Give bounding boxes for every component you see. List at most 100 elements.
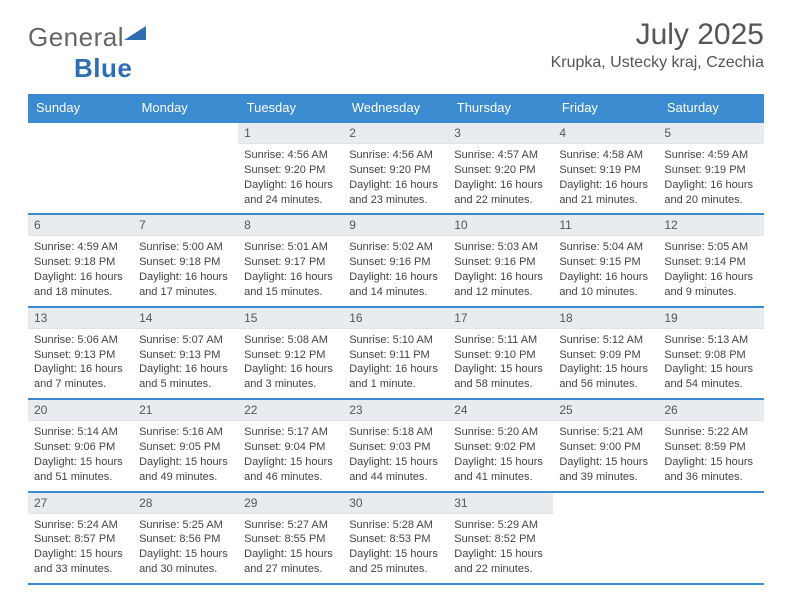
day-body: Sunrise: 5:08 AMSunset: 9:12 PMDaylight:…	[238, 329, 343, 398]
calendar-day-cell: 5Sunrise: 4:59 AMSunset: 9:19 PMDaylight…	[658, 122, 763, 214]
sunset-text: Sunset: 9:18 PM	[139, 255, 232, 270]
day-body: Sunrise: 4:56 AMSunset: 9:20 PMDaylight:…	[343, 144, 448, 213]
day-body: Sunrise: 5:17 AMSunset: 9:04 PMDaylight:…	[238, 421, 343, 490]
sunset-text: Sunset: 9:13 PM	[34, 348, 127, 363]
sunrise-text: Sunrise: 5:27 AM	[244, 518, 337, 533]
daylight-text: Daylight: 15 hours and 39 minutes.	[559, 455, 652, 485]
daylight-text: Daylight: 15 hours and 25 minutes.	[349, 547, 442, 577]
day-number: 21	[133, 400, 238, 421]
day-body: Sunrise: 4:57 AMSunset: 9:20 PMDaylight:…	[448, 144, 553, 213]
sunset-text: Sunset: 9:16 PM	[454, 255, 547, 270]
sunset-text: Sunset: 9:06 PM	[34, 440, 127, 455]
day-number: 30	[343, 493, 448, 514]
daylight-text: Daylight: 15 hours and 36 minutes.	[664, 455, 757, 485]
sunrise-text: Sunrise: 5:07 AM	[139, 333, 232, 348]
calendar-week-row: 20Sunrise: 5:14 AMSunset: 9:06 PMDayligh…	[28, 399, 764, 491]
daylight-text: Daylight: 15 hours and 56 minutes.	[559, 362, 652, 392]
daylight-text: Daylight: 16 hours and 7 minutes.	[34, 362, 127, 392]
daylight-text: Daylight: 15 hours and 27 minutes.	[244, 547, 337, 577]
daylight-text: Daylight: 16 hours and 3 minutes.	[244, 362, 337, 392]
sunrise-text: Sunrise: 4:57 AM	[454, 148, 547, 163]
sunset-text: Sunset: 8:56 PM	[139, 532, 232, 547]
sunset-text: Sunset: 9:13 PM	[139, 348, 232, 363]
calendar-day-cell: 20Sunrise: 5:14 AMSunset: 9:06 PMDayligh…	[28, 399, 133, 491]
calendar-day-cell	[553, 492, 658, 584]
day-number: 8	[238, 215, 343, 236]
day-body: Sunrise: 5:13 AMSunset: 9:08 PMDaylight:…	[658, 329, 763, 398]
sunset-text: Sunset: 9:02 PM	[454, 440, 547, 455]
sunrise-text: Sunrise: 5:17 AM	[244, 425, 337, 440]
daylight-text: Daylight: 16 hours and 21 minutes.	[559, 178, 652, 208]
day-number: 14	[133, 308, 238, 329]
day-body: Sunrise: 5:20 AMSunset: 9:02 PMDaylight:…	[448, 421, 553, 490]
calendar-day-cell: 27Sunrise: 5:24 AMSunset: 8:57 PMDayligh…	[28, 492, 133, 584]
weekday-header: Sunday	[28, 94, 133, 122]
sunrise-text: Sunrise: 5:25 AM	[139, 518, 232, 533]
calendar-day-cell: 19Sunrise: 5:13 AMSunset: 9:08 PMDayligh…	[658, 307, 763, 399]
calendar-week-row: 27Sunrise: 5:24 AMSunset: 8:57 PMDayligh…	[28, 492, 764, 584]
calendar-day-cell	[133, 122, 238, 214]
calendar-day-cell	[658, 492, 763, 584]
sunrise-text: Sunrise: 4:58 AM	[559, 148, 652, 163]
sunrise-text: Sunrise: 5:22 AM	[664, 425, 757, 440]
daylight-text: Daylight: 16 hours and 12 minutes.	[454, 270, 547, 300]
day-body: Sunrise: 4:59 AMSunset: 9:19 PMDaylight:…	[658, 144, 763, 213]
weekday-header: Tuesday	[238, 94, 343, 122]
day-number: 27	[28, 493, 133, 514]
day-body: Sunrise: 5:10 AMSunset: 9:11 PMDaylight:…	[343, 329, 448, 398]
daylight-text: Daylight: 16 hours and 24 minutes.	[244, 178, 337, 208]
calendar-day-cell: 4 Sunrise: 4:58 AMSunset: 9:19 PMDaylight…	[553, 122, 658, 214]
day-body: Sunrise: 5:25 AMSunset: 8:56 PMDaylight:…	[133, 514, 238, 583]
day-number: 29	[238, 493, 343, 514]
day-number: 31	[448, 493, 553, 514]
sunrise-text: Sunrise: 5:14 AM	[34, 425, 127, 440]
day-body: Sunrise: 5:14 AMSunset: 9:06 PMDaylight:…	[28, 421, 133, 490]
calendar-week-row: 1Sunrise: 4:56 AMSunset: 9:20 PMDaylight…	[28, 122, 764, 214]
sunrise-text: Sunrise: 4:59 AM	[664, 148, 757, 163]
sunset-text: Sunset: 9:18 PM	[34, 255, 127, 270]
calendar-day-cell: 24Sunrise: 5:20 AMSunset: 9:02 PMDayligh…	[448, 399, 553, 491]
sunrise-text: Sunrise: 4:56 AM	[244, 148, 337, 163]
day-number: 18	[553, 308, 658, 329]
daylight-text: Daylight: 16 hours and 1 minute.	[349, 362, 442, 392]
day-number: 4	[553, 123, 658, 144]
sunrise-text: Sunrise: 5:21 AM	[559, 425, 652, 440]
weekday-header: Friday	[553, 94, 658, 122]
sunset-text: Sunset: 9:20 PM	[244, 163, 337, 178]
sunrise-text: Sunrise: 5:02 AM	[349, 240, 442, 255]
day-body: Sunrise: 5:29 AMSunset: 8:52 PMDaylight:…	[448, 514, 553, 583]
day-number: 22	[238, 400, 343, 421]
day-number: 12	[658, 215, 763, 236]
day-body: Sunrise: 5:07 AMSunset: 9:13 PMDaylight:…	[133, 329, 238, 398]
sunset-text: Sunset: 9:12 PM	[244, 348, 337, 363]
sunset-text: Sunset: 9:14 PM	[664, 255, 757, 270]
daylight-text: Daylight: 16 hours and 23 minutes.	[349, 178, 442, 208]
day-number: 1	[238, 123, 343, 144]
page-title: July 2025	[551, 18, 764, 52]
day-body: Sunrise: 5:06 AMSunset: 9:13 PMDaylight:…	[28, 329, 133, 398]
day-number: 19	[658, 308, 763, 329]
calendar-day-cell: 18Sunrise: 5:12 AMSunset: 9:09 PMDayligh…	[553, 307, 658, 399]
sunset-text: Sunset: 9:15 PM	[559, 255, 652, 270]
day-number: 17	[448, 308, 553, 329]
page-location: Krupka, Ustecky kraj, Czechia	[551, 54, 764, 72]
day-number: 16	[343, 308, 448, 329]
sunset-text: Sunset: 8:59 PM	[664, 440, 757, 455]
calendar-day-cell: 16Sunrise: 5:10 AMSunset: 9:11 PMDayligh…	[343, 307, 448, 399]
sunset-text: Sunset: 9:19 PM	[559, 163, 652, 178]
calendar-day-cell: 23Sunrise: 5:18 AMSunset: 9:03 PMDayligh…	[343, 399, 448, 491]
sunset-text: Sunset: 9:04 PM	[244, 440, 337, 455]
day-number: 26	[658, 400, 763, 421]
daylight-text: Daylight: 15 hours and 44 minutes.	[349, 455, 442, 485]
weekday-header: Saturday	[658, 94, 763, 122]
day-body: Sunrise: 5:28 AMSunset: 8:53 PMDaylight:…	[343, 514, 448, 583]
sunrise-text: Sunrise: 5:12 AM	[559, 333, 652, 348]
day-number: 23	[343, 400, 448, 421]
daylight-text: Daylight: 15 hours and 46 minutes.	[244, 455, 337, 485]
sunset-text: Sunset: 8:57 PM	[34, 532, 127, 547]
day-body: Sunrise: 5:11 AMSunset: 9:10 PMDaylight:…	[448, 329, 553, 398]
sunrise-text: Sunrise: 5:18 AM	[349, 425, 442, 440]
calendar-day-cell: 11Sunrise: 5:04 AMSunset: 9:15 PMDayligh…	[553, 214, 658, 306]
calendar-day-cell: 14Sunrise: 5:07 AMSunset: 9:13 PMDayligh…	[133, 307, 238, 399]
weekday-header: Monday	[133, 94, 238, 122]
